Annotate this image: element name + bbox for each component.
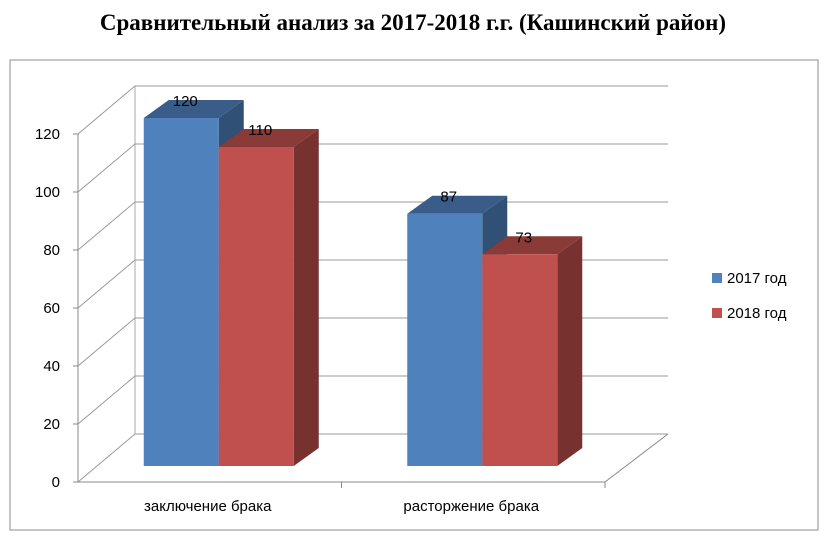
x-tick-label: расторжение брака bbox=[403, 498, 539, 515]
y-tick-label: 100 bbox=[35, 184, 60, 201]
floor-edge bbox=[604, 433, 669, 483]
y-tick-label: 20 bbox=[43, 416, 60, 433]
bar bbox=[482, 254, 558, 466]
y-tick-label: 0 bbox=[52, 474, 60, 491]
data-label: 73 bbox=[515, 229, 532, 246]
bar-top bbox=[143, 100, 244, 118]
legend-swatch bbox=[712, 273, 722, 283]
grid-line bbox=[77, 85, 668, 135]
x-tick-label: заключение брака bbox=[144, 498, 272, 515]
bar-top bbox=[218, 129, 319, 147]
grid-line bbox=[77, 143, 668, 193]
bar bbox=[143, 118, 219, 466]
bar bbox=[407, 213, 483, 466]
y-tick-label: 40 bbox=[43, 358, 60, 375]
y-tick-label: 120 bbox=[35, 126, 60, 143]
data-label: 110 bbox=[248, 122, 272, 139]
legend-swatch bbox=[712, 308, 722, 318]
y-tick-label: 80 bbox=[43, 242, 60, 259]
data-label: 120 bbox=[173, 93, 198, 110]
chart-border bbox=[9, 59, 819, 531]
chart-title: Сравнительный анализ за 2017-2018 г.г. (… bbox=[100, 10, 726, 35]
bar bbox=[218, 147, 294, 466]
bar-top bbox=[407, 195, 508, 214]
bar-top bbox=[482, 236, 583, 255]
legend-label: 2018 год bbox=[727, 305, 787, 322]
bar-side bbox=[557, 236, 583, 466]
data-label: 87 bbox=[440, 189, 457, 206]
legend-label: 2017 год bbox=[727, 270, 787, 287]
y-tick-label: 60 bbox=[43, 300, 60, 317]
bar-side bbox=[293, 129, 319, 466]
